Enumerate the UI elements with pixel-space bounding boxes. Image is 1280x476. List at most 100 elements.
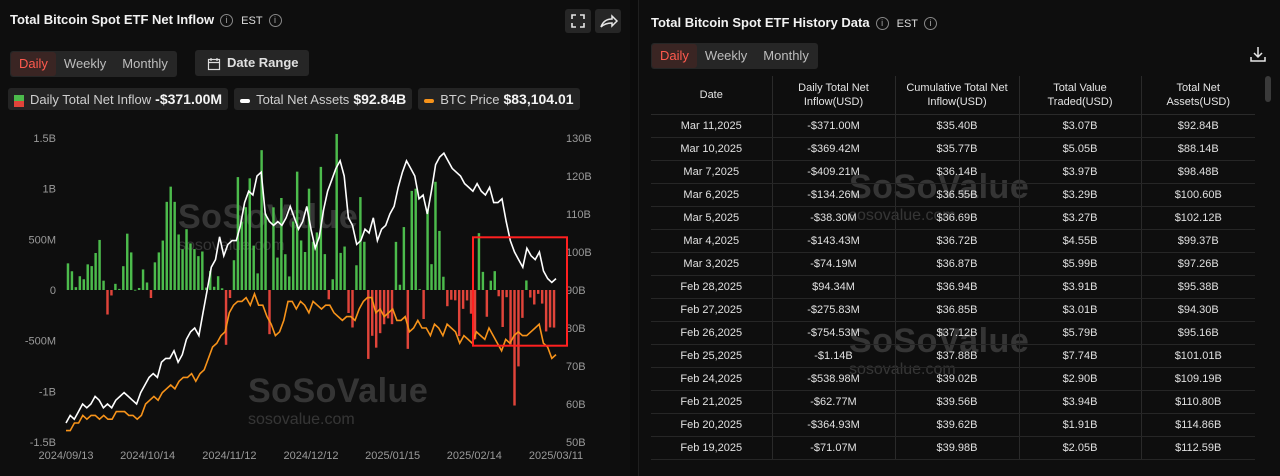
info-icon[interactable]: i: [220, 14, 234, 27]
inflow-bars: [66, 133, 556, 406]
inflow-bar: [240, 221, 244, 290]
inflow-bar: [390, 290, 394, 325]
table-cell: -$134.26M: [772, 183, 896, 207]
table-row[interactable]: Mar 10,2025 -$369.42M $35.77B $5.05B $88.14B: [651, 137, 1255, 161]
inflow-bar: [149, 290, 153, 299]
table-row[interactable]: Mar 11,2025 -$371.00M $35.40B $3.07B $92.84B: [651, 114, 1255, 138]
table-period-tabs: Daily Weekly Monthly: [651, 43, 818, 69]
fullscreen-icon[interactable]: [565, 9, 591, 33]
inflow-bar: [114, 283, 117, 290]
legend-net-assets[interactable]: Total Net Assets $92.84B: [234, 88, 413, 110]
inflow-bar: [129, 252, 133, 290]
y-tick-label: 1.5B: [33, 133, 56, 145]
table-cell: $7.74B: [1019, 344, 1142, 368]
table-row[interactable]: Feb 25,2025 -$1.14B $37.88B $7.74B $101.01B: [651, 344, 1255, 368]
inflow-bar: [106, 290, 109, 315]
table-cell: $37.88B: [895, 344, 1020, 368]
table-cell: $97.26B: [1141, 252, 1255, 276]
inflow-bar: [477, 233, 481, 290]
date-range-button[interactable]: Date Range: [195, 50, 309, 76]
line-swatch-icon: [240, 98, 251, 103]
inflow-bar: [268, 290, 271, 335]
column-header[interactable]: Daily Total Net Inflow(USD): [772, 76, 896, 115]
inflow-bar: [228, 290, 232, 299]
table-cell: $94.30B: [1141, 298, 1255, 322]
table-cell: $99.37B: [1141, 229, 1255, 253]
inflow-bar: [70, 271, 74, 290]
table-cell: -$369.42M: [772, 137, 896, 161]
y-tick-label: 80B: [566, 323, 586, 335]
inflow-bar: [422, 290, 425, 319]
column-header[interactable]: Date: [651, 76, 773, 115]
table-row[interactable]: Mar 3,2025 -$74.19M $36.87B $5.99B $97.26B: [651, 252, 1255, 276]
inflow-bar: [256, 273, 259, 290]
table-cell: $3.91B: [1019, 275, 1142, 299]
inflow-chart[interactable]: 1.5B 1B 500M 0 -500M -1B -1.5B 130B 120B 110B 100…: [0, 0, 630, 476]
history-data-panel: Total Bitcoin Spot ETF History Data i EST i…: [638, 0, 1280, 476]
inflow-bar: [197, 256, 200, 290]
download-icon[interactable]: [1249, 45, 1267, 68]
tab-daily[interactable]: Daily: [652, 44, 697, 68]
inflow-bar: [284, 254, 287, 290]
date-range-label: Date Range: [227, 55, 299, 70]
table-scrollbar[interactable]: [1265, 76, 1271, 102]
legend-btc-price[interactable]: BTC Price $83,104.01: [418, 88, 580, 110]
table-row[interactable]: Mar 5,2025 -$38.30M $36.69B $3.27B $102.12B: [651, 206, 1255, 230]
legend-daily-inflow[interactable]: Daily Total Net Inflow -$371.00M: [8, 88, 229, 110]
inflow-bar: [374, 290, 378, 348]
table-row[interactable]: Feb 20,2025 -$364.93M $39.62B $1.91B $114.86…: [651, 413, 1255, 437]
inflow-bar: [513, 290, 516, 406]
inflow-bar: [244, 207, 248, 290]
inflow-bar: [552, 290, 556, 328]
info-icon[interactable]: i: [875, 17, 889, 30]
inflow-bar: [430, 264, 433, 290]
table-cell: $5.79B: [1019, 321, 1142, 345]
table-cell: $5.99B: [1019, 252, 1142, 276]
tab-weekly[interactable]: Weekly: [63, 56, 107, 71]
table-row[interactable]: Feb 27,2025 -$275.83M $36.85B $3.01B $94.30B: [651, 298, 1255, 322]
tab-daily[interactable]: Daily: [11, 52, 56, 76]
info-icon[interactable]: i: [924, 17, 938, 30]
x-tick-label: 2025/01/15: [365, 450, 420, 462]
inflow-bar: [497, 290, 500, 297]
inflow-bar: [398, 284, 402, 290]
tab-weekly[interactable]: Weekly: [704, 48, 748, 63]
table-cell: $36.94B: [895, 275, 1020, 299]
column-header[interactable]: Cumulative Total Net Inflow(USD): [895, 76, 1020, 115]
column-header[interactable]: Total Value Traded(USD): [1019, 76, 1142, 115]
y-axis-right: 130B 120B 110B 100B 90B 80B 70B 60B 50B: [566, 133, 592, 449]
inflow-bar: [295, 171, 299, 290]
inflow-chart-panel: Total Bitcoin Spot ETF Net Inflow i EST i D…: [0, 0, 630, 476]
inflow-bar: [212, 286, 216, 290]
table-row[interactable]: Feb 28,2025 $94.34M $36.94B $3.91B $95.38B: [651, 275, 1255, 299]
table-cell: -$754.53M: [772, 321, 896, 345]
table-cell: Feb 26,2025: [651, 321, 773, 345]
y-tick-label: 0: [50, 285, 56, 297]
inflow-bar: [327, 290, 331, 300]
column-header[interactable]: Total Net Assets(USD): [1141, 76, 1255, 115]
table-cell: $109.19B: [1141, 367, 1255, 391]
inflow-bar: [351, 290, 354, 328]
table-row[interactable]: Feb 26,2025 -$754.53M $37.12B $5.79B $95.16B: [651, 321, 1255, 345]
inflow-bar: [311, 241, 315, 290]
table-row[interactable]: Mar 4,2025 -$143.43M $36.72B $4.55B $99.37B: [651, 229, 1255, 253]
tab-monthly[interactable]: Monthly: [763, 48, 809, 63]
table-cell: -$275.83M: [772, 298, 896, 322]
table-row[interactable]: Mar 7,2025 -$409.21M $36.14B $3.97B $98.48B: [651, 160, 1255, 184]
table-cell: Feb 24,2025: [651, 367, 773, 391]
info-icon[interactable]: i: [268, 14, 282, 27]
legend-value: $83,104.01: [503, 91, 574, 107]
table-row[interactable]: Feb 21,2025 -$62.77M $39.56B $3.94B $110.80B: [651, 390, 1255, 414]
inflow-bar: [465, 290, 469, 301]
inflow-bar: [446, 290, 449, 307]
inflow-swatch-icon: [14, 94, 24, 107]
table-row[interactable]: Mar 6,2025 -$134.26M $36.55B $3.29B $100.60B: [651, 183, 1255, 207]
table-row[interactable]: Feb 19,2025 -$71.07M $39.98B $2.05B $112.59B: [651, 436, 1255, 460]
inflow-bar: [288, 276, 291, 290]
inflow-bar: [303, 252, 307, 290]
inflow-bar: [367, 290, 370, 359]
table-row[interactable]: Feb 24,2025 -$538.98M $39.02B $2.90B $109.19…: [651, 367, 1255, 391]
inflow-bar: [137, 287, 141, 290]
share-icon[interactable]: [595, 9, 621, 33]
tab-monthly[interactable]: Monthly: [122, 56, 168, 71]
